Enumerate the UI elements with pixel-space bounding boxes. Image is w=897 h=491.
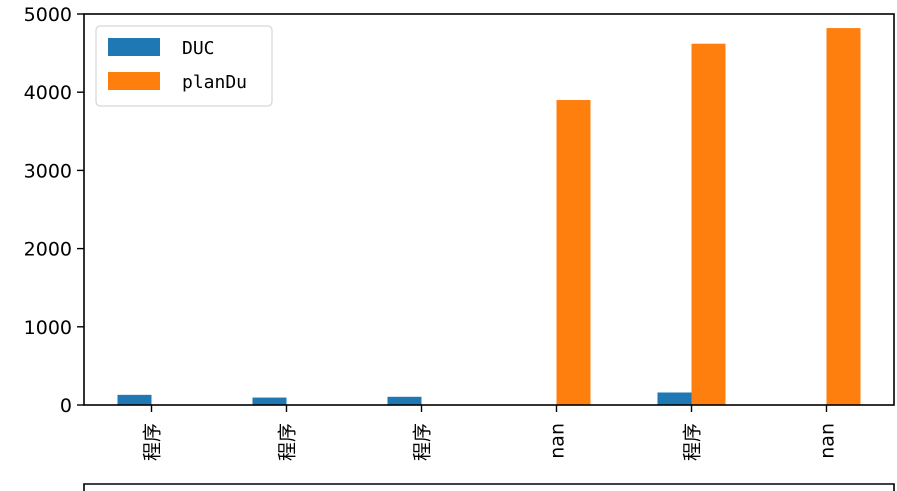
bar-planDu-4 [691, 43, 726, 405]
y-tick-label: 5000 [24, 4, 72, 26]
table-frame [83, 483, 895, 491]
x-tick-label: 程序 [412, 423, 434, 461]
x-tick-label: nan [547, 423, 569, 459]
plot-frame [83, 13, 895, 406]
legend-swatch-DUC [108, 38, 160, 56]
y-tick-label: 2000 [24, 239, 72, 261]
bars-layer [117, 28, 861, 406]
legend-label-planDu: planDu [182, 72, 247, 93]
y-tick-label: 1000 [24, 317, 72, 339]
bar-DUC-0 [117, 394, 152, 405]
y-tick-label: 4000 [24, 82, 72, 104]
y-tick-label: 0 [60, 395, 72, 417]
y-tick-label: 3000 [24, 160, 72, 182]
legend: DUC planDu [95, 25, 273, 107]
legend-swatch-planDu [108, 72, 160, 90]
x-axis: 程序 程序 程序 nan 程序 nan [142, 405, 839, 461]
bar-planDu-5 [826, 28, 861, 406]
bar-DUC-2 [387, 396, 422, 405]
bar-planDu-3 [556, 100, 591, 406]
y-axis: 0 1000 2000 3000 4000 5000 [24, 4, 84, 417]
x-tick-label: 程序 [682, 423, 704, 461]
x-tick-label: 程序 [277, 423, 299, 461]
bar-DUC-4 [657, 392, 692, 405]
legend-label-DUC: DUC [182, 38, 215, 59]
x-tick-label: 程序 [142, 423, 164, 461]
bar-DUC-1 [252, 397, 287, 405]
x-tick-label: nan [817, 423, 839, 459]
